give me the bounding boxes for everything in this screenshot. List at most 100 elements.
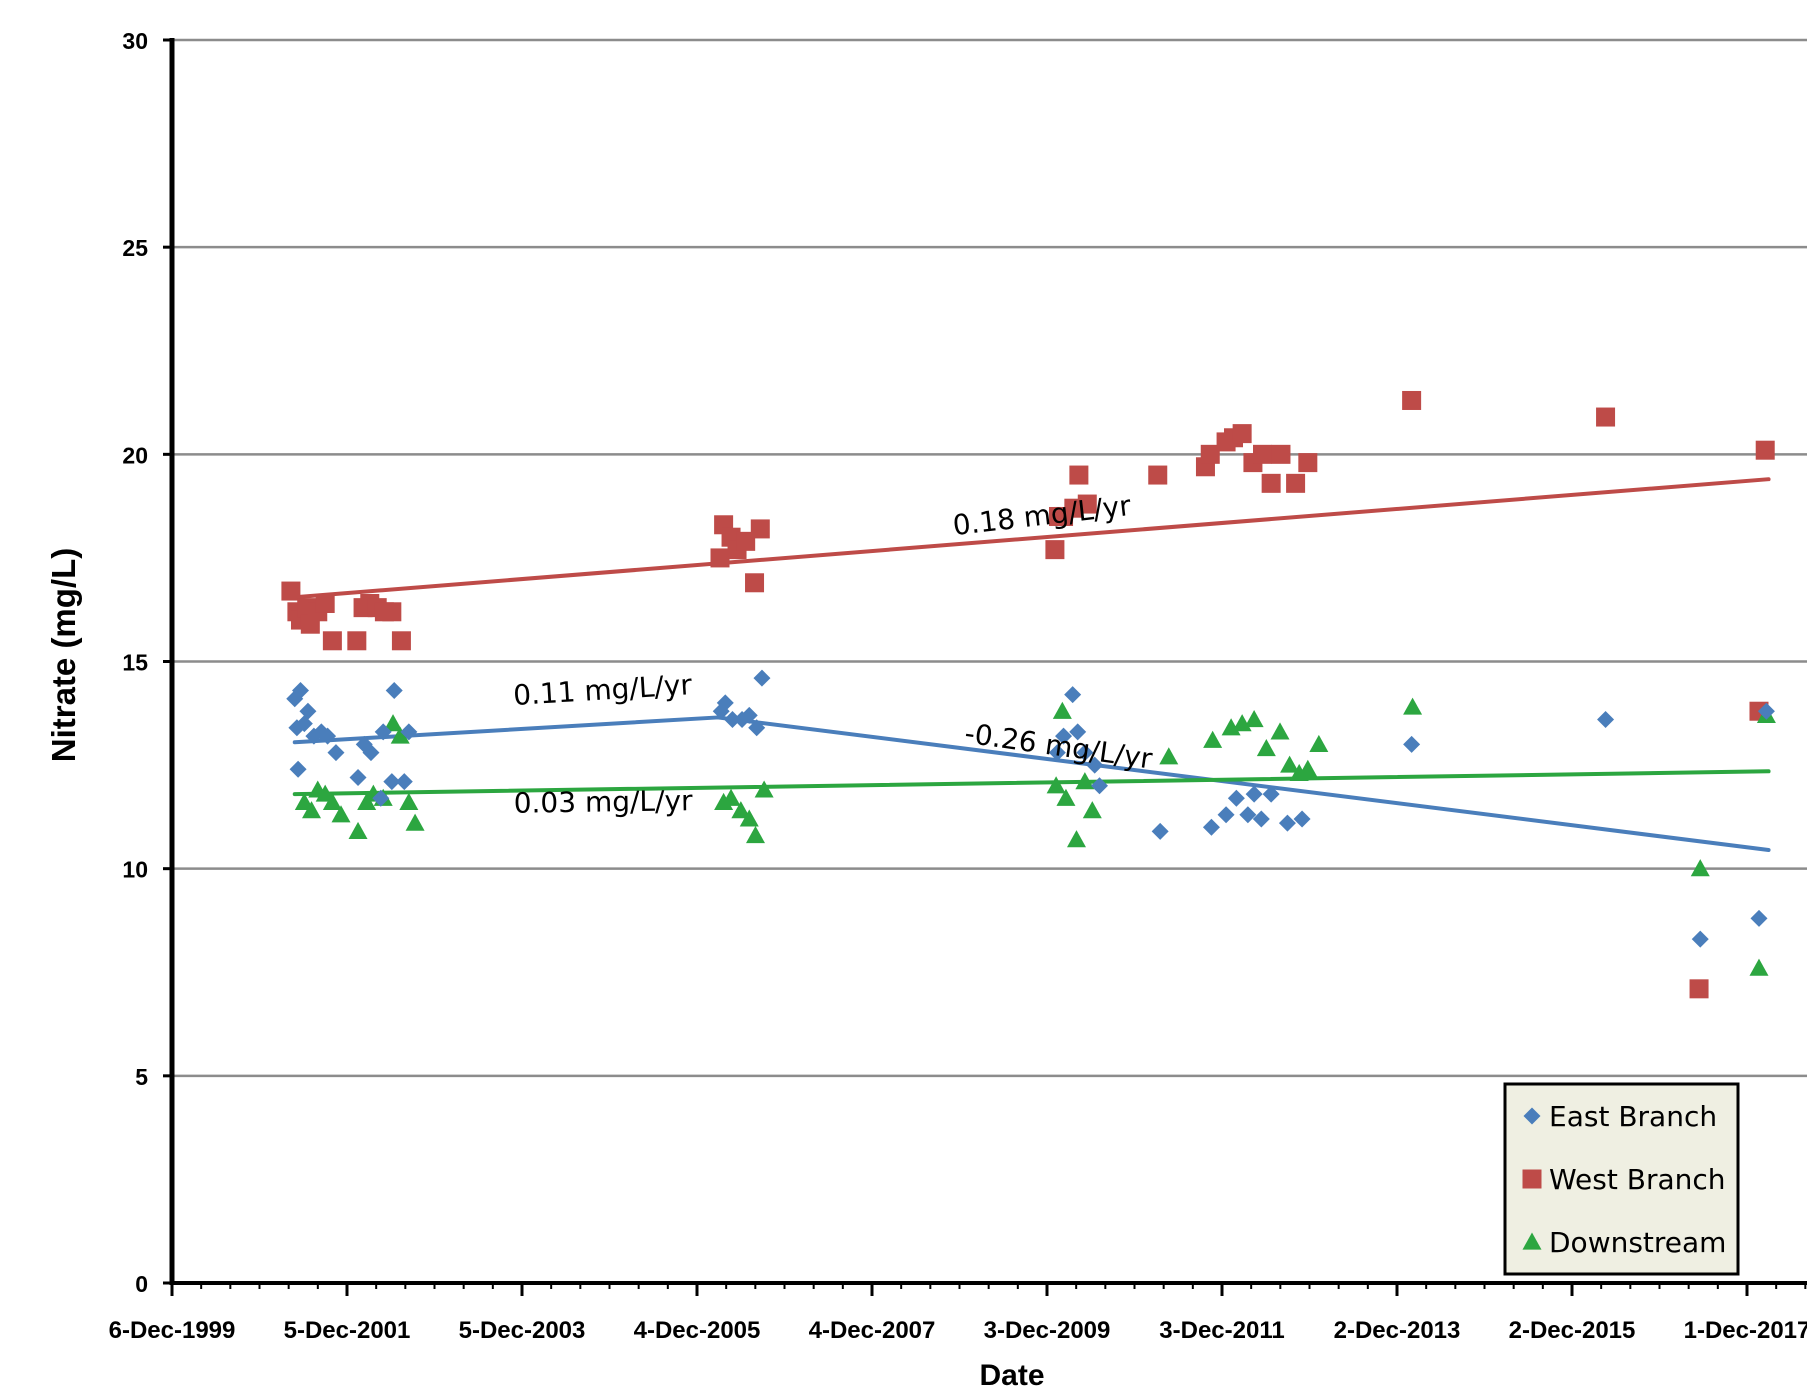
east-branch-point-33 — [1151, 822, 1169, 840]
tick-labels: 0 5 10 15 20 25 30 6-Dec-1999 5-Dec-2001 5-Dec-20… — [109, 28, 1807, 1344]
x-tick-label-4: 4-Dec-2007 — [809, 1317, 936, 1344]
downstream-point-21 — [1052, 701, 1072, 719]
trendline-0 — [292, 477, 1771, 600]
west-branch-point-27 — [1077, 494, 1097, 514]
trendline-3 — [292, 769, 1771, 797]
east-branch-point-18 — [400, 723, 418, 741]
gridlines — [172, 38, 1807, 1078]
east-branch-point-2 — [289, 760, 307, 778]
downstream-point-26 — [1159, 747, 1179, 765]
downstream-point-15 — [721, 788, 741, 806]
y-tick-label-30: 30 — [122, 28, 148, 54]
downstream-point-10 — [383, 714, 403, 732]
west-branch-point-14 — [391, 631, 411, 651]
east-branch-point-43 — [1403, 735, 1421, 753]
y-tick-label-5: 5 — [135, 1064, 148, 1090]
west-branch-point-42 — [1689, 979, 1709, 999]
west-branch-point-6 — [315, 593, 335, 613]
east-branch-point-28 — [1064, 686, 1082, 704]
east-branch-point-9 — [327, 744, 345, 762]
legend-label-east-branch: East Branch — [1549, 1100, 1717, 1133]
west-branch-point-15 — [710, 548, 730, 568]
downstream-point-12 — [399, 792, 419, 810]
downstream-point-20 — [1046, 776, 1066, 794]
west-branch-point-30 — [1200, 444, 1220, 464]
x-tick-label-3: 4-Dec-2005 — [634, 1317, 761, 1344]
east-branch-point-8 — [319, 727, 337, 745]
legend-marker-downstream — [1522, 1232, 1542, 1250]
west-branch-point-35 — [1253, 444, 1273, 464]
east-branch-point-31 — [1086, 756, 1104, 774]
downstream-point-23 — [1066, 830, 1086, 848]
east-branch-point-10 — [349, 769, 367, 787]
west-branch-point-41 — [1596, 407, 1616, 427]
downstream-point-38 — [1690, 859, 1710, 877]
east-branch-point-16 — [385, 682, 403, 700]
east-branch-point-15 — [383, 773, 401, 791]
legend: East Branch West Branch Downstream — [1503, 1082, 1740, 1276]
data-points — [281, 390, 1776, 999]
east-branch-point-13 — [372, 789, 390, 807]
east-branch-point-30 — [1076, 744, 1094, 762]
west-branch-point-40 — [1402, 390, 1422, 410]
east-branch-point-32 — [1091, 777, 1108, 795]
east-branch-point-21 — [723, 711, 741, 729]
trendline-2 — [715, 715, 1771, 853]
west-branch-point-38 — [1286, 473, 1306, 493]
east-branch-point-37 — [1239, 806, 1257, 824]
west-branch-point-7 — [322, 631, 342, 651]
east-branch-point-45 — [1691, 930, 1709, 948]
y-tick-label-20: 20 — [122, 442, 148, 468]
y-tick-label-0: 0 — [135, 1271, 148, 1297]
west-branch-point-39 — [1298, 453, 1318, 473]
x-tick-label-1: 5-Dec-2001 — [284, 1317, 411, 1344]
x-axis-title: Date — [979, 1359, 1044, 1389]
downstream-point-36 — [1309, 734, 1329, 752]
east-branch-point-29 — [1069, 723, 1087, 741]
east-branch-point-23 — [740, 706, 758, 724]
east-branch-point-35 — [1217, 806, 1235, 824]
east-branch-point-5 — [299, 702, 317, 720]
east-branch-point-38 — [1245, 785, 1263, 803]
legend-label-downstream: Downstream — [1549, 1226, 1726, 1259]
west-branch-point-0 — [281, 581, 301, 601]
east-branch-point-3 — [291, 682, 309, 700]
east-branch-point-26 — [1048, 744, 1066, 762]
x-tick-label-7: 2-Dec-2013 — [1334, 1317, 1461, 1344]
east-branch-point-25 — [753, 669, 771, 687]
west-branch-point-8 — [347, 631, 367, 651]
west-branch-point-44 — [1755, 440, 1775, 460]
east-branch-point-34 — [1202, 818, 1220, 836]
x-tick-label-9: 1-Dec-2017 — [1684, 1317, 1807, 1344]
downstream-point-25 — [1082, 801, 1102, 819]
axes — [163, 38, 1807, 1296]
west-branch-point-28 — [1148, 465, 1168, 485]
east-branch-point-24 — [748, 719, 766, 737]
east-branch-point-12 — [362, 744, 380, 762]
downstream-point-19 — [754, 780, 774, 798]
legend-marker-west-branch — [1522, 1169, 1542, 1189]
x-tick-label-6: 3-Dec-2011 — [1159, 1317, 1284, 1344]
downstream-point-27 — [1203, 730, 1223, 748]
downstream-point-22 — [1056, 788, 1076, 806]
downstream-point-11 — [390, 726, 410, 744]
downstream-point-16 — [731, 801, 751, 819]
legend-box — [1503, 1082, 1740, 1276]
east-branch-point-41 — [1278, 814, 1296, 832]
east-branch-point-4 — [295, 715, 313, 733]
downstream-point-4 — [322, 792, 342, 810]
x-tick-label-8: 2-Dec-2015 — [1509, 1317, 1636, 1344]
downstream-point-13 — [405, 813, 425, 831]
downstream-point-18 — [745, 826, 765, 844]
y-tick-label-25: 25 — [122, 235, 148, 261]
east-branch-point-36 — [1227, 789, 1245, 807]
east-branch-point-46 — [1750, 909, 1768, 927]
downstream-point-17 — [739, 809, 759, 827]
downstream-point-37 — [1403, 697, 1423, 715]
east-branch-point-27 — [1055, 727, 1073, 745]
legend-label-west-branch: West Branch — [1549, 1163, 1726, 1196]
downstream-point-39 — [1749, 958, 1769, 976]
x-tick-label-2: 5-Dec-2003 — [459, 1317, 586, 1344]
west-branch-point-13 — [382, 602, 402, 622]
